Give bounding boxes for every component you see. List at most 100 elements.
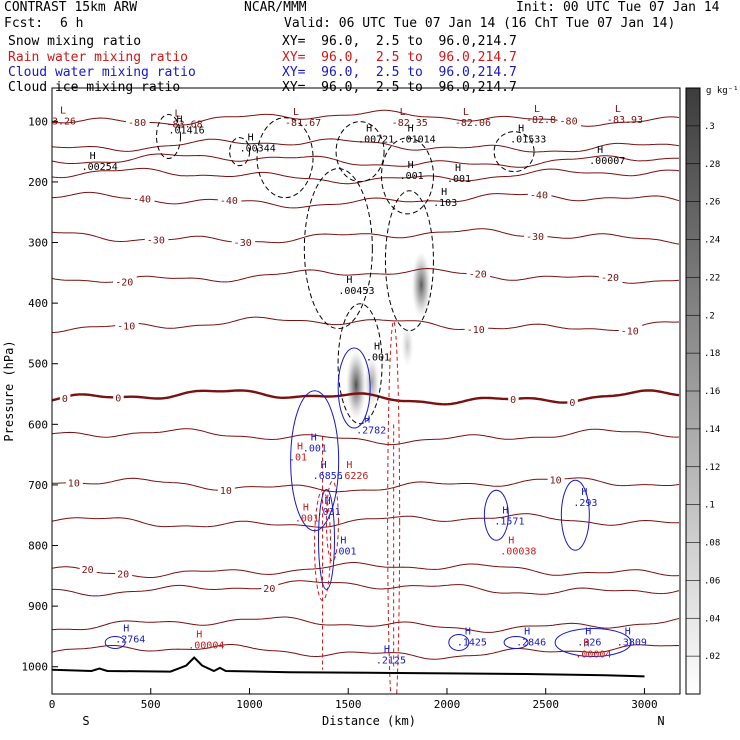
rain-contours: [314, 320, 401, 694]
isotherm-label: 10: [550, 475, 562, 486]
isotherm-label-bg: [464, 323, 489, 336]
fcst-label: Fcst:: [4, 16, 44, 31]
colorbar-tick-label: .02: [704, 652, 720, 662]
colorbar-tick-label: .08: [704, 539, 720, 549]
terrain-line: [52, 656, 645, 678]
isotherm-label: -20: [115, 278, 133, 289]
isotherm-label-bg: [618, 324, 643, 337]
cloud-water-max-label-marker: H: [364, 414, 370, 425]
snow-max-label-marker: H: [408, 160, 414, 171]
field-cloudwater-name: Cloud water mixing ratio: [8, 65, 196, 80]
isotherm-label-bg: [508, 392, 519, 405]
rain-max-label: .001: [295, 513, 319, 524]
isotherm-label: -40: [530, 190, 548, 201]
cloud-water-contour: [318, 488, 336, 590]
cloud-water-max-label: .2125: [376, 656, 406, 667]
snow-max-label: .01014: [400, 135, 436, 146]
isotherm-label: 20: [117, 570, 129, 581]
isotherm-label-bg: [59, 391, 71, 404]
x-tick-label: 500: [141, 698, 161, 711]
isotherm-label: -30: [234, 238, 252, 249]
rain-contour: [325, 480, 339, 562]
isotherm: [52, 167, 680, 185]
terrain: [52, 656, 645, 678]
rain-max-label-marker: H: [303, 502, 309, 513]
field-rain-xy: XY= 96.0, 2.5 to 96.0,214.7: [282, 50, 517, 65]
cloud-water-max-label-marker: H: [625, 627, 631, 638]
temperature-min-label: 3.26: [52, 116, 76, 127]
rain-max-label-marker: H: [508, 536, 514, 547]
isotherm: [52, 153, 679, 168]
isotherm-label: -20: [469, 270, 487, 281]
cloud-water-max-label: .6856: [313, 471, 343, 482]
x-tick-label: 3000: [631, 698, 658, 711]
x-axis-label: Distance (km): [322, 714, 416, 728]
temperature-min-label: -83.68: [167, 119, 203, 130]
rain-contour: [387, 320, 401, 694]
field-snow-xy: XY= 96.0, 2.5 to 96.0,214.7: [282, 34, 517, 49]
isotherm-label: -40: [220, 196, 238, 207]
isotherm-label: 0: [510, 395, 516, 406]
cloud-water-contour: [503, 635, 529, 649]
y-tick-label: 700: [28, 479, 48, 492]
isotherm: [52, 477, 680, 493]
isotherm-label: 10: [220, 486, 232, 497]
center-title: NCAR/MMM: [244, 0, 307, 15]
snow-max-label: .00721: [358, 135, 394, 146]
snow-max-label-marker: H: [177, 114, 183, 125]
rain-max-label-marker: H: [346, 460, 352, 471]
isotherm: [52, 316, 680, 333]
colorbar-tick-label: .18: [704, 349, 720, 359]
snow-max-label: .001: [366, 353, 390, 364]
isotherm-label-bg: [466, 267, 491, 280]
y-tick-label: 300: [28, 237, 48, 250]
colorbar-tick-label: .1: [704, 501, 715, 511]
y-tick-label: 800: [28, 540, 48, 553]
isotherm: [52, 428, 680, 446]
cloud-water-max-label: .031: [317, 507, 341, 518]
x-end-right: N: [657, 714, 664, 728]
snow-max-label-marker: H: [346, 275, 352, 286]
rain-max-label: .00004: [188, 641, 224, 652]
isotherm-label-bg: [599, 271, 623, 284]
cloud-water-max-label: .2846: [516, 638, 546, 649]
x-tick-label: 1500: [335, 698, 362, 711]
cloud-water-max-label: .2764: [115, 634, 145, 645]
cloud-water-max-label-marker: H: [325, 496, 331, 507]
cloud-water-max-label-marker: H: [123, 623, 129, 634]
valid-time: Valid: 06 UTC Tue 07 Jan 14 (16 ChT Tue …: [284, 16, 676, 31]
isotherm-label: -10: [117, 321, 135, 332]
colorbar: .02 .04 .06 .08 .1 .12 .14 .16 .18 .2 .22 .24 .26 .28…: [685, 87, 720, 695]
cloud-water-max-label-marker: H: [581, 487, 587, 498]
y-tick-label: 200: [28, 176, 48, 189]
cloud-water-max-label: .1571: [494, 516, 524, 527]
cloud-water-max-label: .293: [573, 498, 597, 509]
colorbar-tick-label: .22: [704, 273, 720, 283]
colorbar-tick-label: .06: [704, 576, 720, 586]
isotherm-label-bg: [523, 230, 548, 243]
model-title: CONTRAST 15km ARW: [4, 0, 138, 15]
x-tick-label: 1000: [236, 698, 263, 711]
rain-max-label-marker: H: [196, 630, 202, 641]
rain-max-label: .00004: [575, 650, 611, 661]
colorbar-tick-label: .14: [704, 425, 720, 435]
snow-contour: [156, 113, 182, 159]
y-tick-label: 500: [28, 358, 48, 371]
rain-max-label: .01: [289, 453, 307, 464]
cloud-water-contour: [560, 479, 590, 551]
snow-contours: [156, 113, 535, 425]
snow-max-label-marker: H: [408, 124, 414, 135]
isotherm: [52, 267, 680, 284]
isotherm-label-bg: [261, 582, 279, 595]
isotherm-label: 0: [62, 394, 68, 405]
isotherm-label: 0: [115, 393, 121, 404]
colorbar-tick-label: .3: [704, 122, 715, 132]
cloud-water-max-label-marker: H: [321, 460, 327, 471]
colorbar-tick-label: .04: [704, 614, 720, 624]
isotherm-label: -30: [526, 232, 544, 243]
cloud-water-contour: [104, 635, 126, 649]
isotherm-label: -40: [133, 195, 151, 206]
axes: 0 500 1000 1500 2000 2500 30001002003004005006…: [22, 115, 658, 711]
snow-contour: [337, 303, 383, 425]
isotherm-label-bg: [527, 188, 552, 201]
